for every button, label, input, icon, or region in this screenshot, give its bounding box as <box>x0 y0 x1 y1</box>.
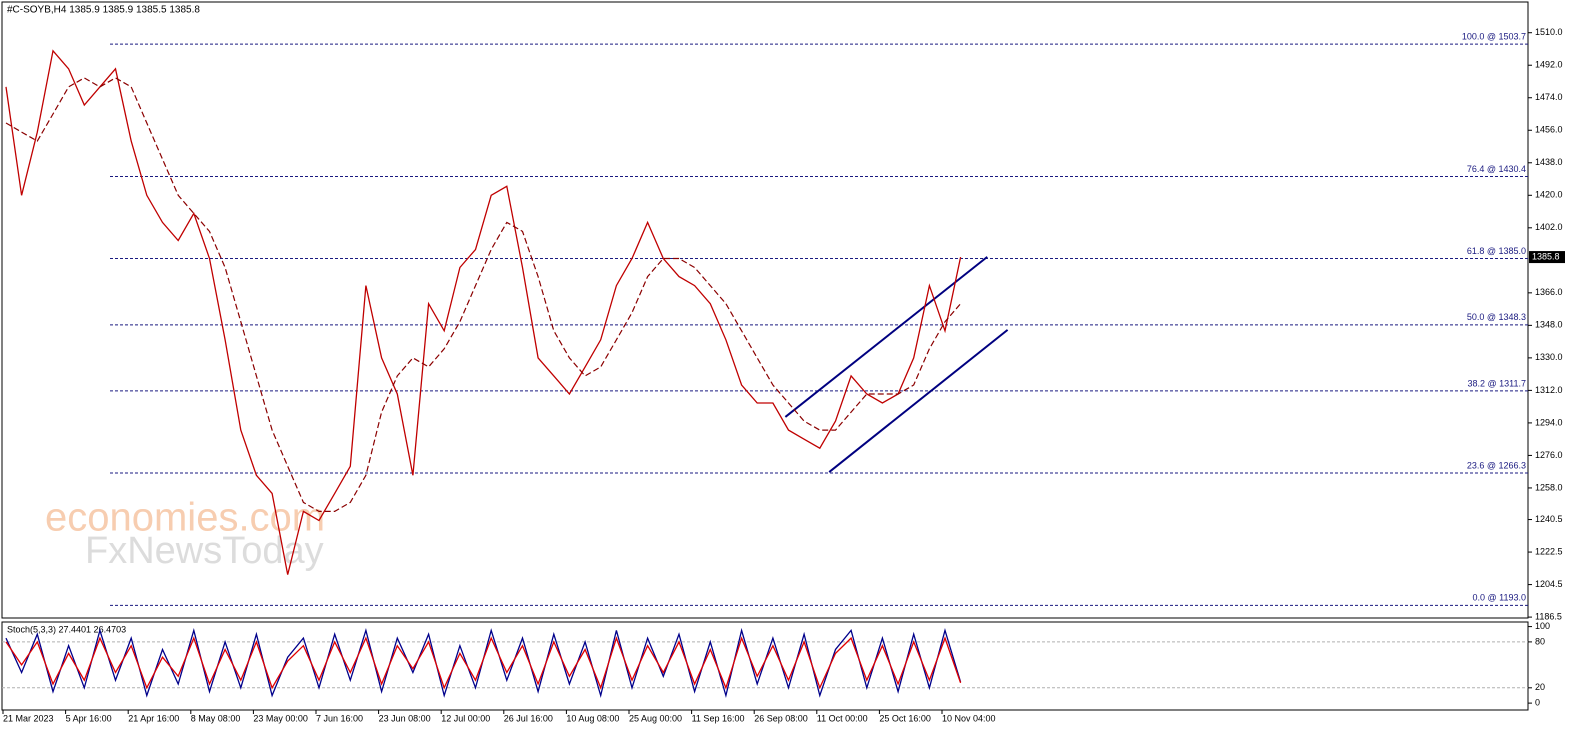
x-tick-label: 12 Jul 00:00 <box>441 713 490 723</box>
level-label: 0.0 @ 1193.0 <box>1472 593 1526 603</box>
chart-title: #C-SOYB,H4 1385.9 1385.9 1385.5 1385.8 <box>7 5 200 16</box>
level-label: 100.0 @ 1503.7 <box>1462 31 1526 41</box>
x-tick-label: 11 Oct 00:00 <box>817 713 868 723</box>
y-tick-label: 1456.0 <box>1535 125 1563 135</box>
y-tick-label: 1420.0 <box>1535 190 1563 200</box>
x-tick-label: 23 Jun 08:00 <box>379 713 431 723</box>
y-tick-label: 20 <box>1535 682 1545 692</box>
y-tick-label: 1366.0 <box>1535 287 1563 297</box>
x-tick-label: 25 Oct 16:00 <box>879 713 931 723</box>
stoch-title: Stoch(5,3,3) 27.4401 26.4703 <box>7 624 126 634</box>
level-label: 61.8 @ 1385.0 <box>1467 246 1526 256</box>
current-price-box <box>1529 251 1565 264</box>
current-price-label: 1385.8 <box>1532 251 1560 261</box>
x-tick-label: 21 Mar 2023 <box>3 713 54 723</box>
y-tick-label: 100 <box>1535 621 1550 631</box>
price-pane <box>1 1 1529 619</box>
x-tick-label: 10 Nov 04:00 <box>942 713 996 723</box>
x-tick-label: 5 Apr 16:00 <box>66 713 112 723</box>
channel-line <box>828 329 1009 473</box>
y-tick-label: 1348.0 <box>1535 320 1563 330</box>
watermark: economies.com <box>45 496 325 540</box>
x-tick-label: 7 Jun 16:00 <box>316 713 363 723</box>
level-label: 50.0 @ 1348.3 <box>1467 312 1526 322</box>
x-tick-label: 11 Sep 16:00 <box>692 713 745 723</box>
channel-line <box>784 256 988 418</box>
y-tick-label: 1294.0 <box>1535 417 1563 427</box>
y-tick-label: 1240.5 <box>1535 514 1563 524</box>
level-label: 38.2 @ 1311.7 <box>1467 378 1526 388</box>
x-tick-label: 25 Aug 00:00 <box>629 713 682 723</box>
y-tick-label: 1438.0 <box>1535 157 1563 167</box>
y-tick-label: 1510.0 <box>1535 27 1563 37</box>
level-label: 76.4 @ 1430.4 <box>1467 164 1526 174</box>
y-tick-label: 1204.5 <box>1535 579 1563 589</box>
x-tick-label: 26 Sep 08:00 <box>754 713 808 723</box>
series-line <box>5 636 962 690</box>
y-tick-label: 1276.0 <box>1535 450 1563 460</box>
y-tick-label: 0 <box>1535 697 1540 707</box>
x-tick-label: 8 May 08:00 <box>191 713 241 723</box>
y-tick-label: 1186.5 <box>1535 611 1562 621</box>
x-tick-label: 26 Jul 16:00 <box>504 713 553 723</box>
y-tick-label: 1312.0 <box>1535 385 1563 395</box>
x-tick-label: 10 Aug 08:00 <box>566 713 619 723</box>
y-tick-label: 1402.0 <box>1535 222 1563 232</box>
series-line <box>5 49 962 575</box>
y-tick-label: 1330.0 <box>1535 352 1563 362</box>
x-tick-label: 21 Apr 16:00 <box>128 713 179 723</box>
y-tick-label: 1222.5 <box>1535 546 1563 556</box>
x-tick-label: 23 May 00:00 <box>253 713 308 723</box>
series-line <box>5 77 962 512</box>
y-tick-label: 1258.0 <box>1535 482 1563 492</box>
y-tick-label: 1492.0 <box>1535 60 1563 70</box>
y-tick-label: 1474.0 <box>1535 92 1563 102</box>
level-label: 23.6 @ 1266.3 <box>1467 460 1526 470</box>
y-tick-label: 80 <box>1535 636 1545 646</box>
stoch-pane <box>1 621 1529 711</box>
watermark: FxNewsToday <box>85 530 324 572</box>
